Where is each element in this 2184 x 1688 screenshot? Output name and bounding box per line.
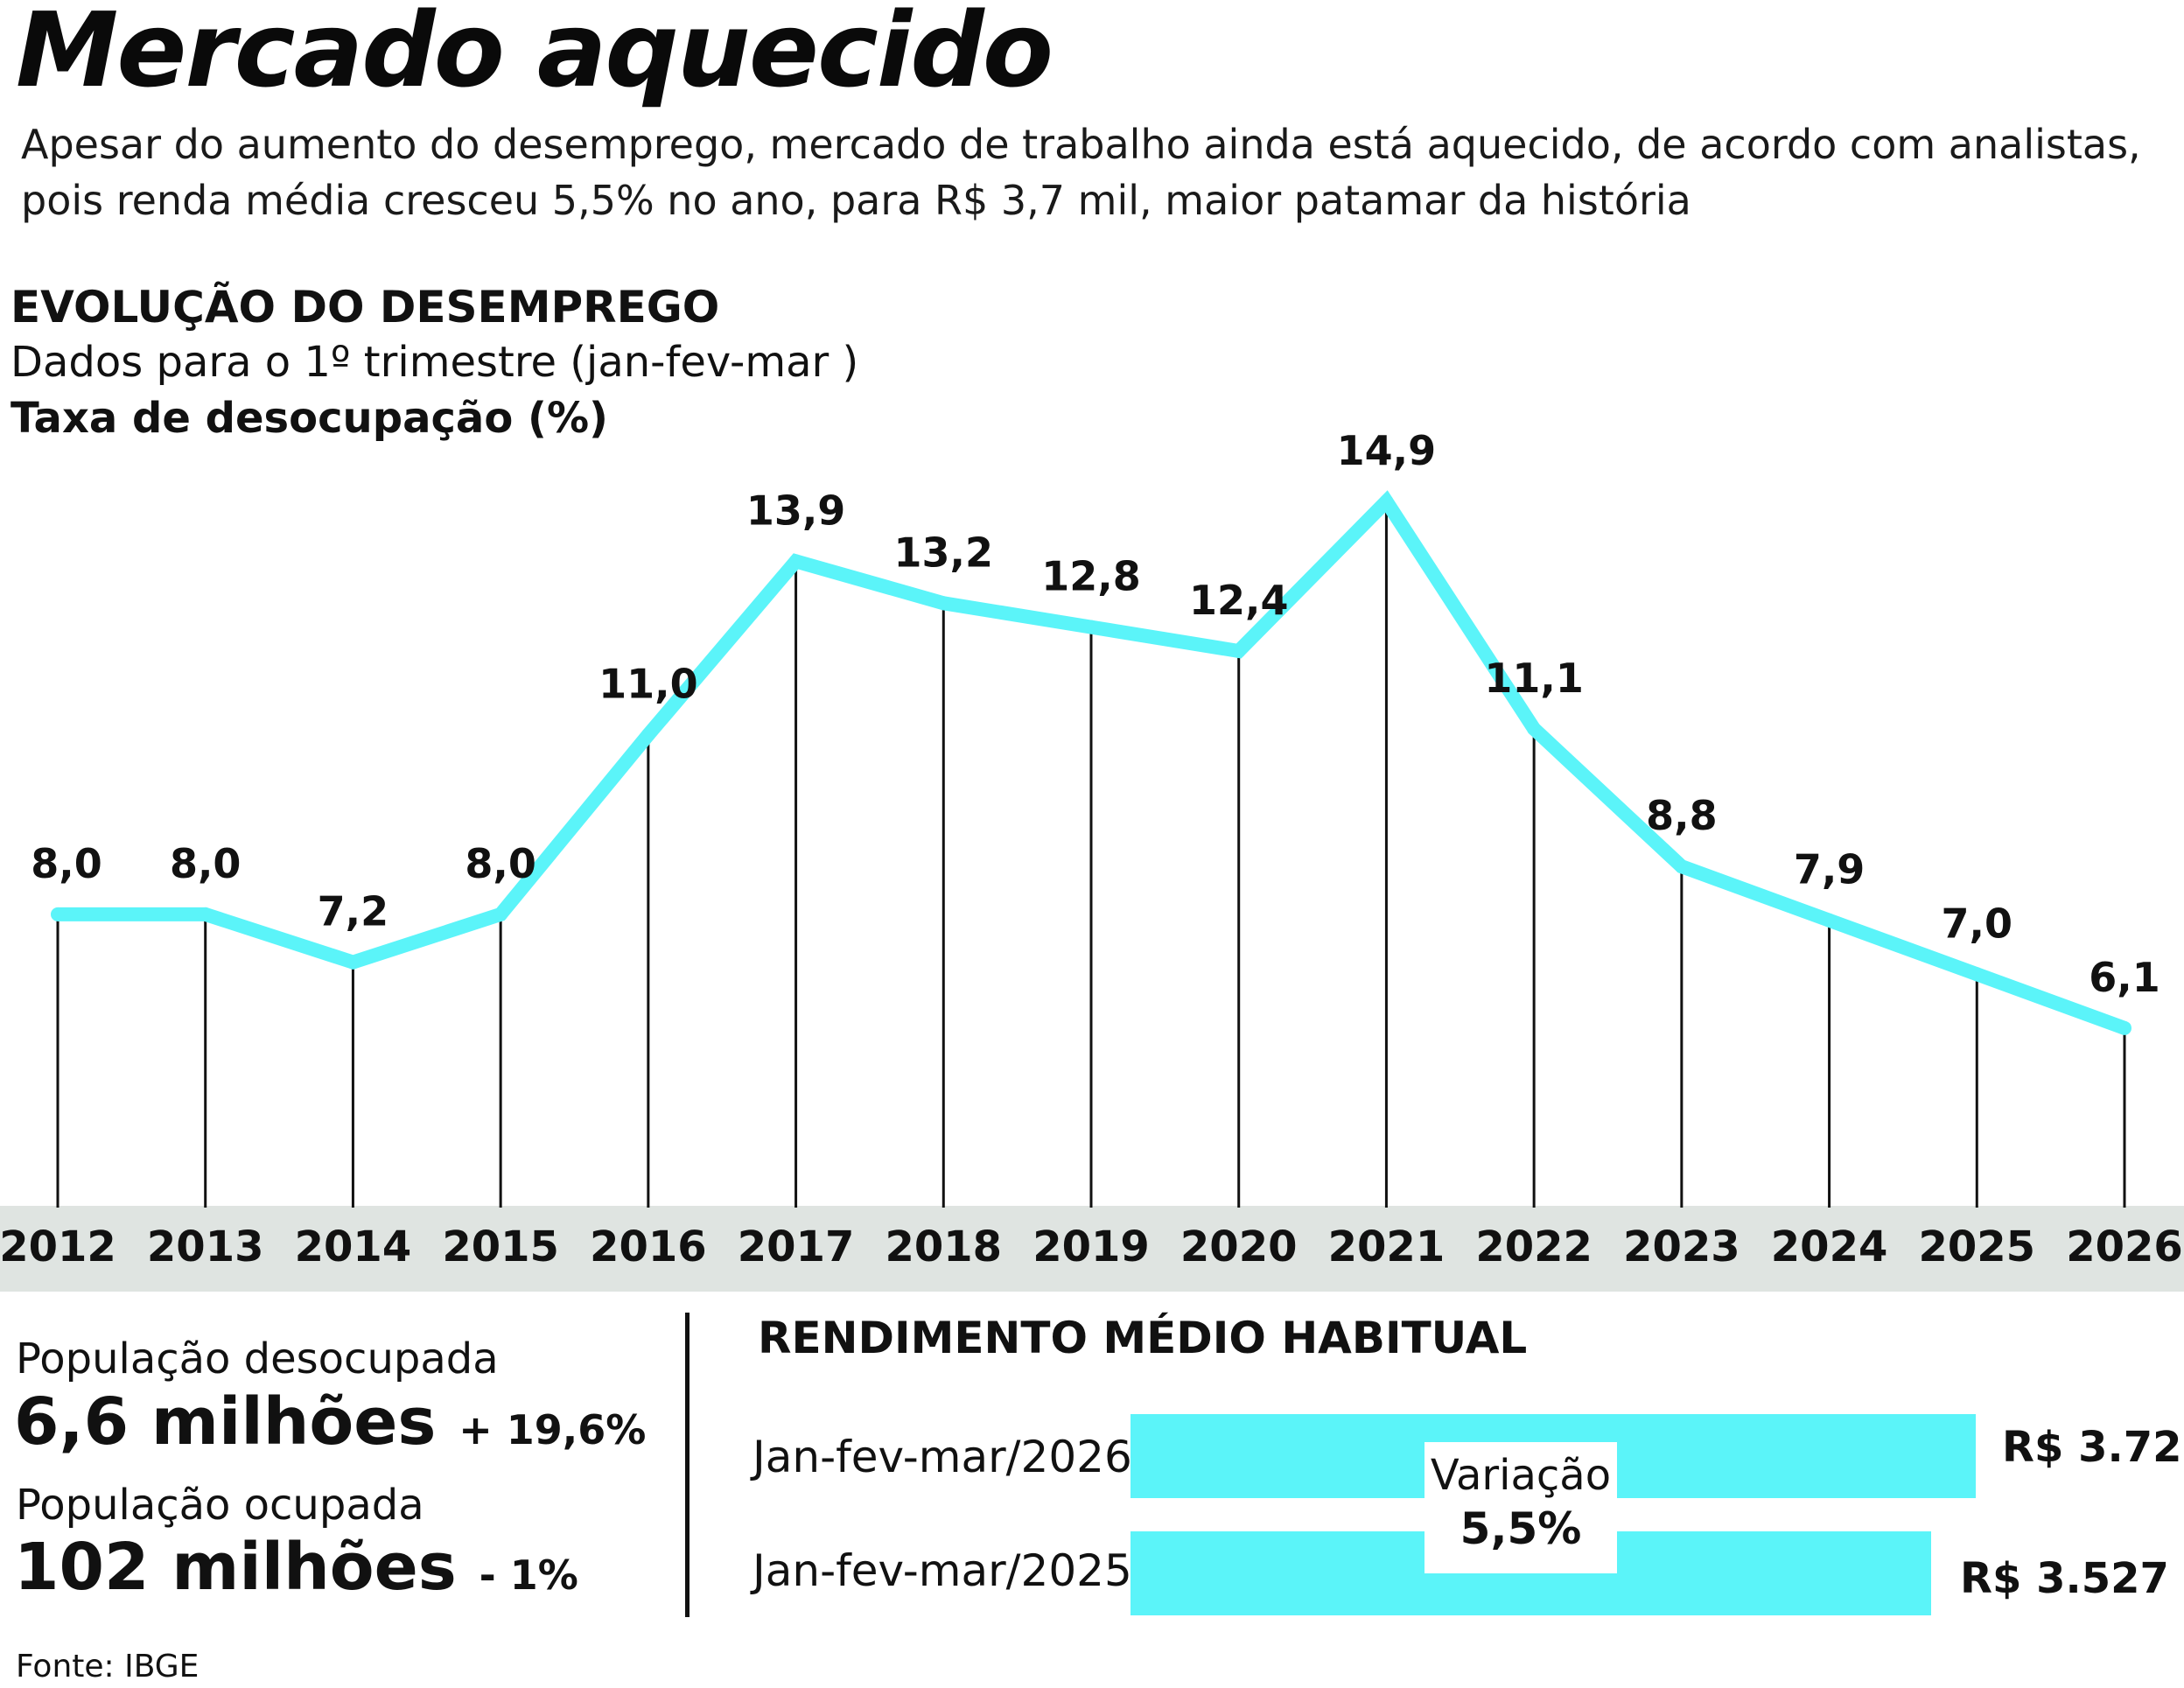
employed-change: - 1%	[479, 1551, 578, 1599]
value-label-2017: 13,9	[746, 487, 846, 534]
x-tick-label-2024: 2024	[1771, 1222, 1888, 1271]
data-point-2022	[1527, 721, 1542, 736]
value-label-2021: 14,9	[1337, 427, 1437, 474]
value-label-2023: 8,8	[1646, 792, 1718, 839]
x-tick-label-2013: 2013	[147, 1222, 264, 1271]
x-tick-label-2017: 2017	[738, 1222, 855, 1271]
value-label-2013: 8,0	[170, 840, 242, 887]
value-label-2014: 7,2	[318, 888, 389, 935]
data-point-2018	[936, 596, 951, 611]
income-period-2025: Jan-fev-mar/2025	[752, 1545, 1132, 1596]
x-tick-label-2023: 2023	[1623, 1222, 1740, 1271]
x-tick-label-2020: 2020	[1180, 1222, 1298, 1271]
x-tick-label-2015: 2015	[442, 1222, 559, 1271]
unemployment-line-chart: 8,0 8,0 7,2 8,0 11,0 13,9 13,2 12,8 12,4 14,9 11,1…	[0, 427, 2184, 1292]
x-tick-label-2012: 2012	[0, 1222, 116, 1271]
income-value-2025: R$ 3.527	[1960, 1554, 2169, 1603]
section-divider	[685, 1313, 690, 1617]
income-value-2026: R$ 3.722	[2002, 1423, 2184, 1472]
x-tick-label-2026: 2026	[2066, 1222, 2183, 1271]
data-point-2024	[1822, 913, 1837, 928]
data-point-2026	[2118, 1020, 2132, 1035]
data-point-2012	[51, 907, 65, 921]
data-point-2025	[1970, 967, 1984, 982]
data-point-2021	[1379, 494, 1394, 508]
income-title: RENDIMENTO MÉDIO HABITUAL	[758, 1313, 1528, 1363]
employed-population-value: 102 milhões - 1%	[14, 1530, 578, 1605]
x-tick-label-2014: 2014	[295, 1222, 412, 1271]
subtitle-line-1: Apesar do aumento do desemprego, mercado…	[21, 121, 2141, 168]
value-label-2016: 11,0	[598, 661, 698, 708]
value-label-2022: 11,1	[1484, 655, 1584, 702]
variation-label: Variação	[1430, 1451, 1612, 1500]
x-tick-label-2022: 2022	[1475, 1222, 1592, 1271]
x-axis-band	[0, 1206, 2184, 1292]
data-point-2014	[346, 955, 360, 970]
x-tick-label-2018: 2018	[885, 1222, 1002, 1271]
data-point-2020	[1231, 643, 1246, 658]
unemployed-population-label: População desocupada	[16, 1334, 499, 1383]
data-point-2016	[640, 727, 655, 742]
employed-value: 102 milhões	[14, 1530, 457, 1605]
subtitle-line-2: pois renda média cresceu 5,5% no ano, pa…	[21, 177, 1691, 224]
value-label-2019: 12,8	[1041, 553, 1141, 600]
value-label-2025: 7,0	[1942, 900, 2013, 947]
x-tick-label-2019: 2019	[1032, 1222, 1150, 1271]
value-label-2015: 8,0	[465, 840, 536, 887]
x-tick-label-2025: 2025	[1918, 1222, 2035, 1271]
chart-title: EVOLUÇÃO DO DESEMPREGO	[10, 282, 720, 333]
value-label-2012: 8,0	[31, 840, 102, 887]
variation-box: Variação 5,5%	[1424, 1442, 1617, 1573]
unemployed-value: 6,6 milhões	[14, 1384, 437, 1460]
chart-y-label: Taxa de desocupação (%)	[10, 394, 608, 443]
x-tick-label-2016: 2016	[590, 1222, 707, 1271]
data-point-2015	[494, 907, 508, 921]
data-point-2013	[198, 907, 213, 921]
employed-population-label: População ocupada	[16, 1481, 424, 1530]
value-label-2020: 12,4	[1189, 577, 1289, 624]
x-tick-label-2021: 2021	[1328, 1222, 1446, 1271]
data-point-2017	[788, 554, 803, 569]
page-title: Mercado aquecido	[16, 0, 1054, 110]
income-period-2026: Jan-fev-mar/2026	[752, 1432, 1132, 1482]
unemployed-change: + 19,6%	[458, 1406, 647, 1453]
chart-subtitle: Dados para o 1º trimestre (jan-fev-mar )	[10, 338, 859, 387]
data-point-2023	[1674, 859, 1689, 874]
source-note: Fonte: IBGE	[16, 1649, 200, 1684]
value-label-2026: 6,1	[2089, 954, 2160, 1001]
variation-value: 5,5%	[1460, 1503, 1582, 1554]
value-label-2018: 13,2	[894, 529, 994, 576]
unemployed-population-value: 6,6 milhões + 19,6%	[14, 1384, 646, 1460]
value-label-2024: 7,9	[1794, 846, 1866, 893]
data-point-2019	[1084, 620, 1098, 634]
